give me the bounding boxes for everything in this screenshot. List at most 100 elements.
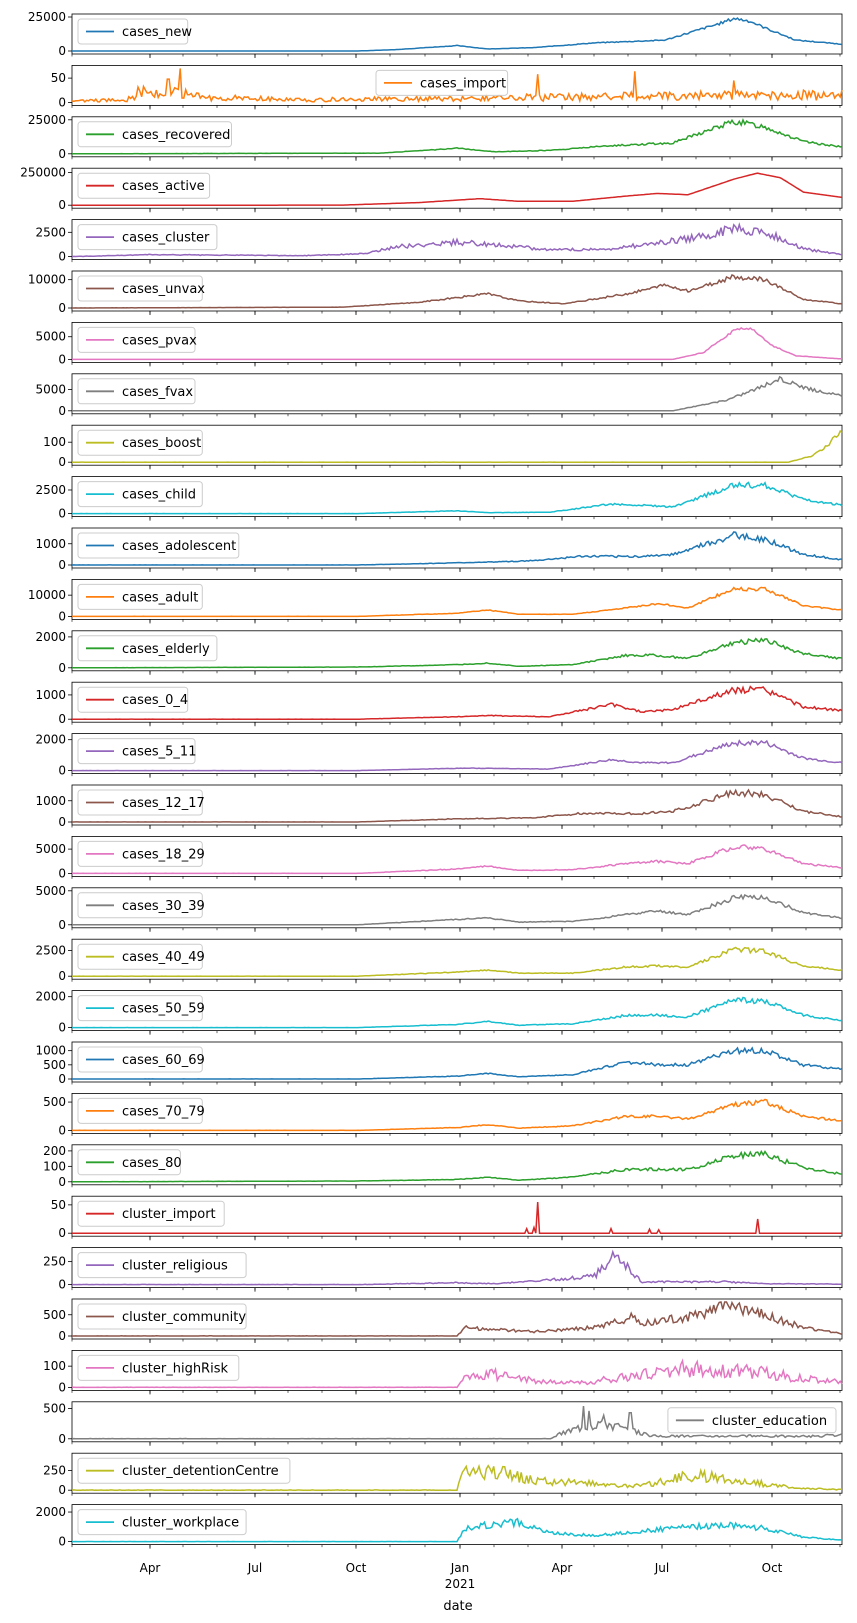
legend-box: [77, 172, 211, 199]
legend: cluster_detentionCentre: [77, 1457, 291, 1484]
legend-label: cases_elderly: [122, 642, 210, 657]
x-tick-label: Apr: [552, 1561, 573, 1575]
legend-box: [77, 429, 203, 456]
legend-box: [77, 275, 203, 302]
legend-box: [77, 995, 203, 1022]
y-tick-label: 5000: [35, 842, 66, 856]
legend-box: [77, 532, 240, 559]
series-line-cluster_community: [72, 1300, 843, 1337]
legend: cases_40_49: [77, 943, 205, 970]
legend: cluster_import: [77, 1200, 225, 1227]
panel-cases_70_79: 0 500 cases_70_79: [43, 1093, 843, 1138]
panel-cases_5_11: 0 2000 cases_5_11: [35, 733, 843, 778]
legend-label: cases_adolescent: [122, 539, 236, 554]
legend-label: cluster_religious: [122, 1259, 228, 1274]
legend-box: [77, 1046, 203, 1073]
series-line-cluster_highRisk: [72, 1358, 843, 1389]
legend-box: [77, 686, 189, 713]
y-tick-label: 500: [43, 1308, 66, 1322]
legend-label: cluster_detentionCentre: [122, 1464, 279, 1479]
series-line-cases_0_4: [72, 685, 843, 720]
series-line-cases_active: [72, 172, 843, 206]
panel-cases_adult: 0 10000 cases_adult: [28, 579, 843, 624]
panel-cases_new: 0 25000 cases_new: [28, 10, 843, 58]
legend-box: [77, 1457, 291, 1484]
series-line-cases_boost: [72, 429, 843, 463]
y-tick-label: 0: [58, 1226, 66, 1240]
series-line-cluster_religious: [71, 1249, 842, 1286]
panel-cases_18_29: 0 5000 cases_18_29: [35, 836, 843, 881]
legend: cases_80: [77, 1149, 182, 1176]
y-tick-label: 0: [58, 1432, 66, 1446]
legend: cases_unvax: [77, 275, 205, 302]
legend: cases_pvax: [77, 326, 197, 353]
y-tick-label: 0: [58, 1483, 66, 1497]
legend-label: cases_unvax: [122, 282, 205, 297]
panel-cases_0_4: 0 1000 cases_0_4: [35, 681, 843, 727]
panel-cases_unvax: 0 10000 cases_unvax: [28, 270, 843, 315]
legend: cases_child: [77, 481, 203, 508]
y-tick-label: 500: [43, 1401, 66, 1415]
legend: cluster_highRisk: [77, 1354, 240, 1381]
panel-cluster_workplace: 0 2000 cluster_workplace: [35, 1504, 843, 1549]
y-tick-label: 25000: [28, 10, 66, 24]
series-line-cases_12_17: [72, 788, 843, 823]
series-line-cases_child: [72, 481, 843, 515]
x-tick-label: Apr: [140, 1561, 161, 1575]
series-line-cases_40_49: [72, 946, 843, 977]
y-tick-label: 0: [58, 1278, 66, 1292]
series-line-cases_unvax: [72, 274, 843, 309]
legend-box: [667, 1407, 837, 1434]
x-tick-label: Jan: [450, 1561, 470, 1575]
legend-label: cases_boost: [122, 436, 201, 451]
panel-cases_adolescent: 0 1000 cases_adolescent: [35, 527, 843, 572]
y-tick-label: 25000: [28, 113, 66, 127]
legend-box: [77, 1354, 240, 1381]
legend-box: [77, 789, 203, 816]
panel-cases_cluster: 0 2500 cases_cluster: [35, 219, 843, 264]
legend-box: [77, 121, 232, 148]
panel-cluster_highRisk: 0 100 cluster_highRisk: [43, 1350, 843, 1395]
series-line-cluster_detentionCentre: [71, 1463, 842, 1491]
legend: cluster_education: [667, 1407, 837, 1434]
x-tick-label: Oct: [346, 1561, 367, 1575]
series-line-cluster_import: [72, 1201, 842, 1234]
panel-cases_child: 0 2500 cases_child: [35, 476, 843, 521]
legend-box: [77, 18, 189, 45]
legend: cases_5_11: [77, 738, 196, 765]
series-line-cluster_workplace: [72, 1517, 843, 1543]
series-line-cases_adolescent: [71, 531, 842, 566]
panel-cases_active: 0 250000 cases_active: [20, 166, 843, 213]
legend-label: cluster_import: [122, 1207, 216, 1222]
legend-box: [77, 738, 196, 765]
y-tick-label: 0: [58, 969, 66, 983]
panel-cluster_religious: 0 250 cluster_religious: [43, 1247, 843, 1292]
axes-frame: [71, 13, 843, 55]
legend-label: cases_60_69: [122, 1053, 205, 1068]
series-line-cases_pvax: [72, 326, 843, 361]
axes-frame: [71, 373, 843, 415]
panel-cases_12_17: 0 1000 cases_12_17: [35, 784, 843, 829]
x-axis-label: date: [443, 1599, 472, 1614]
panel-cases_import: 0 50 cases_import: [51, 65, 843, 110]
y-tick-label: 5000: [35, 884, 66, 898]
y-tick-label: 0: [58, 1072, 66, 1086]
axes-frame: [71, 321, 843, 363]
panel-cluster_education: 0 500 cluster_education: [43, 1401, 843, 1446]
x-tick-label: Jul: [654, 1561, 669, 1575]
legend-label: cases_12_17: [122, 796, 205, 811]
y-tick-label: 0: [58, 1021, 66, 1035]
y-tick-label: 0: [58, 1175, 66, 1189]
legend-label: cases_80: [122, 1156, 182, 1171]
series-line-cluster_education: [71, 1405, 843, 1440]
legend: cluster_community: [77, 1303, 247, 1330]
legend: cases_active: [77, 172, 211, 199]
y-tick-label: 100: [43, 1159, 66, 1173]
legend: cases_18_29: [77, 840, 205, 867]
legend-label: cluster_community: [122, 1310, 246, 1325]
legend-label: cases_70_79: [122, 1104, 205, 1119]
y-tick-label: 500: [43, 1095, 66, 1109]
legend: cases_70_79: [77, 1097, 205, 1124]
panel-cases_40_49: 0 2500 cases_40_49: [35, 938, 843, 984]
